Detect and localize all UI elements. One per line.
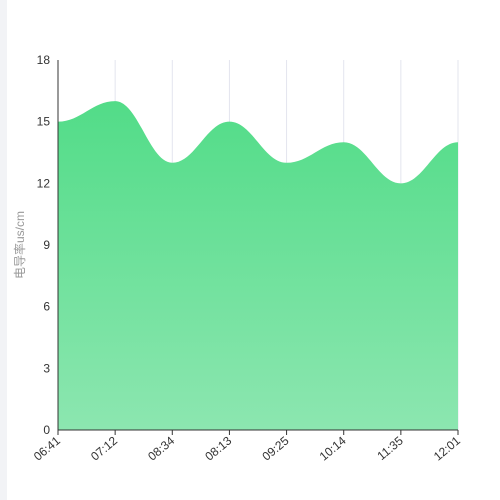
- y-tick-label: 3: [43, 361, 50, 375]
- x-tick-label: 09:25: [259, 433, 291, 463]
- y-tick-label: 15: [37, 115, 51, 129]
- y-tick-label: 6: [43, 300, 50, 314]
- y-tick-label: 18: [37, 53, 51, 67]
- x-tick-label: 12:01: [431, 433, 463, 463]
- y-tick-label: 12: [37, 176, 51, 190]
- area-series: [58, 101, 458, 430]
- axes: [57, 60, 458, 431]
- x-tick-label: 08:13: [202, 433, 234, 463]
- y-tick-label: 0: [43, 423, 50, 437]
- x-tick-label: 10:14: [317, 433, 349, 463]
- x-tick-label: 11:35: [374, 433, 406, 463]
- x-tick-label: 06:41: [31, 433, 63, 463]
- y-tick-label: 9: [43, 238, 50, 252]
- x-tick-label: 08:34: [145, 433, 177, 463]
- x-tick-labels: 06:41 07:12 08:34 08:13 09:25 10:14 11:35 12:01: [31, 430, 463, 464]
- x-tick-label: 07:12: [88, 433, 120, 463]
- page-left-strip: [0, 0, 7, 500]
- y-axis-label: 电导率us/cm: [12, 211, 27, 279]
- y-tick-labels: 0 3 6 9 12 15 18: [37, 53, 51, 437]
